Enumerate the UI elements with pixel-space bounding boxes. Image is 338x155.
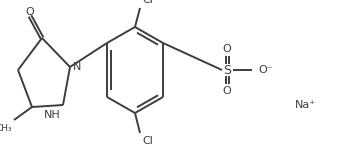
Text: CH₃: CH₃ xyxy=(0,124,12,133)
Text: O⁻: O⁻ xyxy=(258,65,273,75)
Text: Na⁺: Na⁺ xyxy=(295,100,316,110)
Text: O: O xyxy=(223,86,232,96)
Text: N: N xyxy=(73,62,81,72)
Text: O: O xyxy=(223,44,232,54)
Text: O: O xyxy=(26,7,34,17)
Text: NH: NH xyxy=(44,110,61,120)
Text: Cl: Cl xyxy=(142,136,153,146)
Text: S: S xyxy=(223,64,231,77)
Text: Cl: Cl xyxy=(142,0,153,5)
